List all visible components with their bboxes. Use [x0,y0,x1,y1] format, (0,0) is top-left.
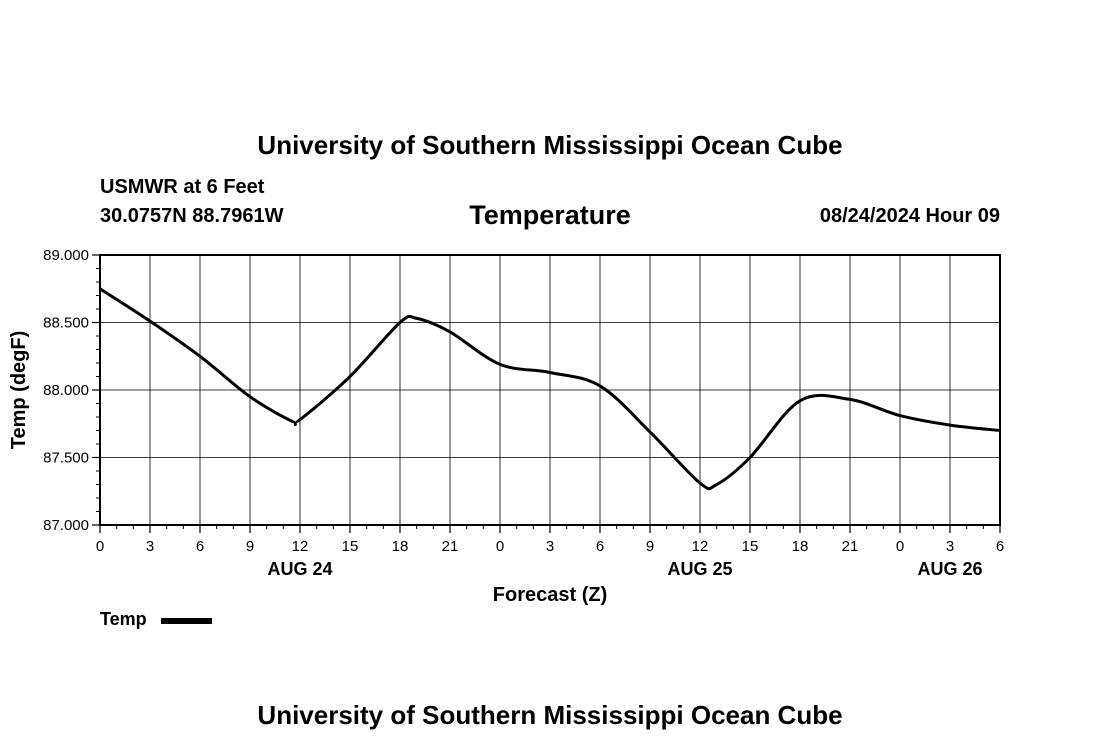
y-tick-label: 89.000 [43,247,89,264]
x-tick-label: 18 [392,538,409,555]
x-tick-label: 9 [246,538,254,555]
series-layer [99,287,1001,491]
plot-frame [99,254,1001,526]
y-tick-label: 87.000 [43,517,89,534]
x-tick-label: 3 [946,538,954,555]
y-axis-label: Temp (degF) [8,331,30,450]
station-coordinates: 30.0757N 88.7961W [100,205,284,227]
footer-title: University of Southern Mississippi Ocean… [257,700,843,730]
x-tick-label: 18 [792,538,809,555]
chart-title: Temperature [469,200,631,230]
day-label: AUG 26 [917,559,982,579]
x-tick-label: 3 [146,538,154,555]
day-label: AUG 24 [267,559,332,579]
x-tick-label: 0 [96,538,104,555]
series-line-temp [99,287,1001,491]
x-tick-label: 12 [692,538,709,555]
grid-lines [100,255,1000,525]
y-tick-label: 88.000 [43,382,89,399]
labels-layer: 0 3 6 9 12 15 18 21 0 3 6 9 12 15 18 21 0 3 6 87.000 87.500 8… [8,247,1004,629]
station-label: USMWR at 6 Feet [100,176,265,198]
x-tick-label: 12 [292,538,309,555]
x-tick-label: 6 [196,538,204,555]
x-tick-label: 21 [442,538,459,555]
y-tick-label: 87.500 [43,450,89,467]
legend-label: Temp [100,609,147,629]
x-tick-label: 0 [496,538,504,555]
x-tick-label: 6 [996,538,1004,555]
y-tick-label: 88.500 [43,315,89,332]
day-label: AUG 25 [667,559,732,579]
x-axis-label: Forecast (Z) [493,584,607,606]
x-tick-label: 9 [646,538,654,555]
x-tick-label: 6 [596,538,604,555]
x-tick-label: 15 [742,538,759,555]
x-tick-label: 21 [842,538,859,555]
forecast-datetime: 08/24/2024 Hour 09 [819,205,1000,227]
axes [92,254,1001,533]
x-tick-label: 0 [896,538,904,555]
main-title: University of Southern Mississippi Ocean… [257,130,843,160]
x-tick-label: 15 [342,538,359,555]
x-tick-label: 3 [546,538,554,555]
